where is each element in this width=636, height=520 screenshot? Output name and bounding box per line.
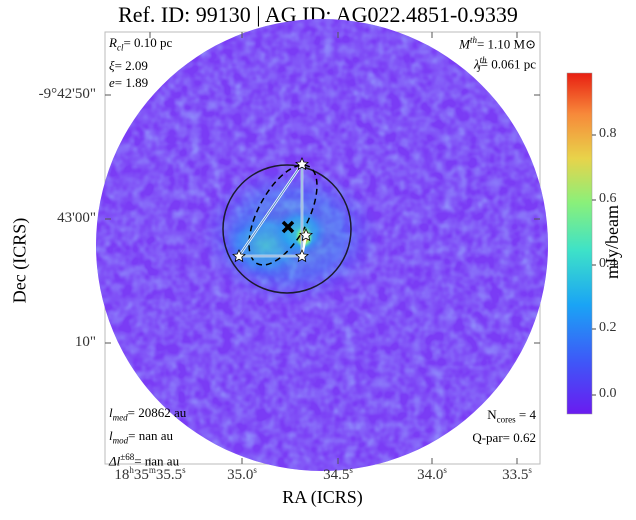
xi-line: ξ= 2.09	[109, 57, 148, 73]
ncores-line: Ncores = 4	[487, 407, 536, 425]
emission-map	[96, 19, 548, 471]
colorbar-tick-label: 0.0	[599, 386, 617, 401]
mth-line: Mth= 1.10 M⊙	[459, 35, 536, 52]
y-axis-label: Dec (ICRS)	[9, 217, 30, 304]
colorbar-tick-label: 0.6	[599, 191, 617, 206]
x-axis-label: RA (ICRS)	[282, 487, 363, 507]
core-star-icon	[295, 249, 309, 263]
y-tick-label: 10"	[74, 334, 96, 350]
annotation-top-right: Mth= 1.10 M⊙ λthJ= 0.061 pc	[452, 32, 536, 78]
colorbar	[566, 72, 593, 415]
colorbar-tick-label: 0.2	[599, 320, 617, 335]
annotation-top-left: Rcl= 0.10 pc ξ= 2.09 e= 1.89	[109, 34, 172, 91]
colorbar-tick-label: 0.4	[599, 256, 617, 271]
x-tick-label: 18h35m35.5s	[114, 465, 186, 483]
lambda-line: λthJ= 0.061 pc	[473, 55, 536, 75]
e-line: e= 1.89	[109, 74, 149, 90]
lmod-line: lmod= nan au	[109, 427, 173, 446]
x-tick-label: 33.5s	[502, 465, 532, 483]
centroid-x-icon	[281, 220, 295, 234]
x-tick-label: 35.0s	[227, 465, 257, 483]
tick-marks	[105, 32, 540, 464]
y-tick-label: 43'00"	[57, 210, 96, 226]
colorbar-label: mJy/beam	[602, 205, 622, 279]
core-markers	[232, 157, 313, 263]
annotation-bottom-right: Ncores = 4 Q-par= 0.62	[452, 406, 536, 446]
core-star-icon	[299, 228, 313, 242]
y-tick-label: -9°42'50"	[38, 86, 96, 102]
x-tick-label: 34.5s	[323, 465, 353, 483]
x-tick-label: 34.0s	[417, 465, 447, 483]
colorbar-ticks	[592, 134, 596, 396]
lmed-line: lmed= 20862 au	[109, 405, 187, 423]
qpar-line: Q-par= 0.62	[472, 429, 536, 445]
dl-line: Δl±68= nan au	[109, 452, 180, 469]
core-star-icon	[295, 157, 309, 171]
annotation-bottom-left: lmed= 20862 au lmod= nan au Δl±68= nan a…	[109, 404, 186, 470]
cluster-ellipse	[248, 164, 318, 266]
core-star-icon	[232, 249, 246, 263]
colorbar-tick-label: 0.8	[599, 126, 617, 141]
cluster-circle	[222, 164, 352, 294]
rcl-line: Rcl= 0.10 pc	[109, 35, 173, 53]
